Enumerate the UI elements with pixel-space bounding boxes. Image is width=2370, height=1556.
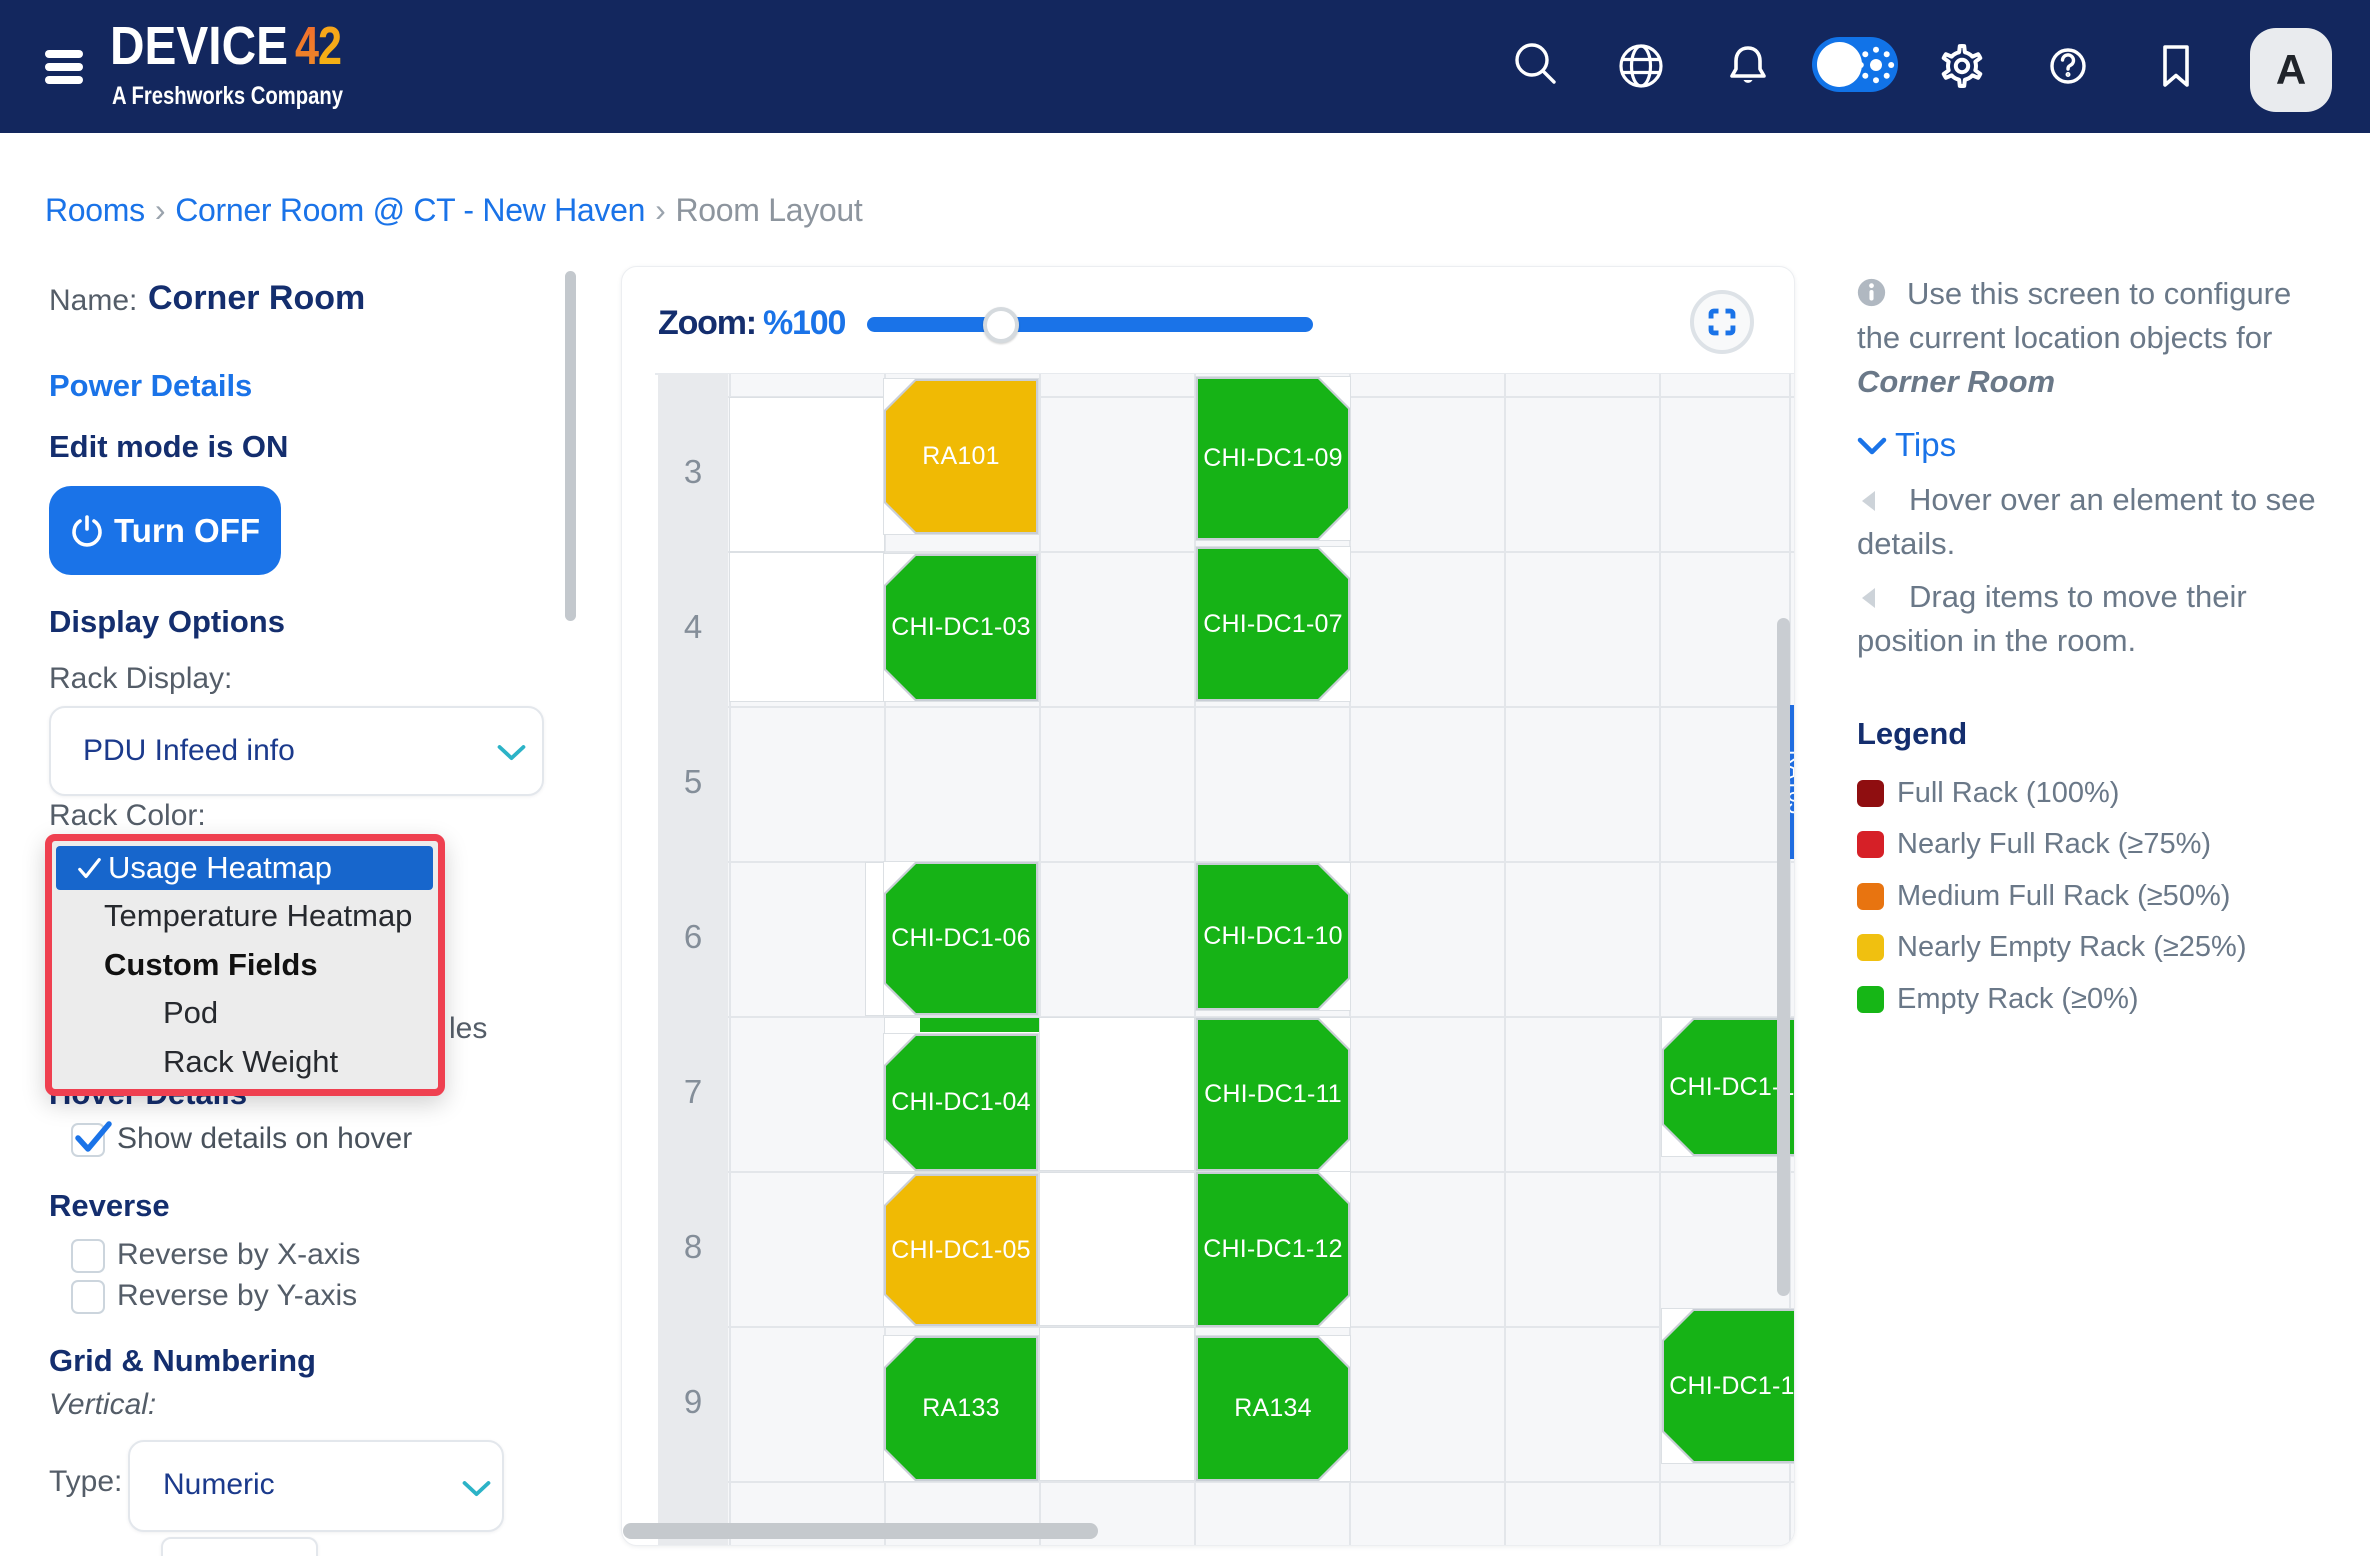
svg-text:4: 4 (295, 16, 319, 76)
svg-text:DEVICE: DEVICE (110, 16, 288, 76)
svg-text:2: 2 (318, 16, 342, 76)
